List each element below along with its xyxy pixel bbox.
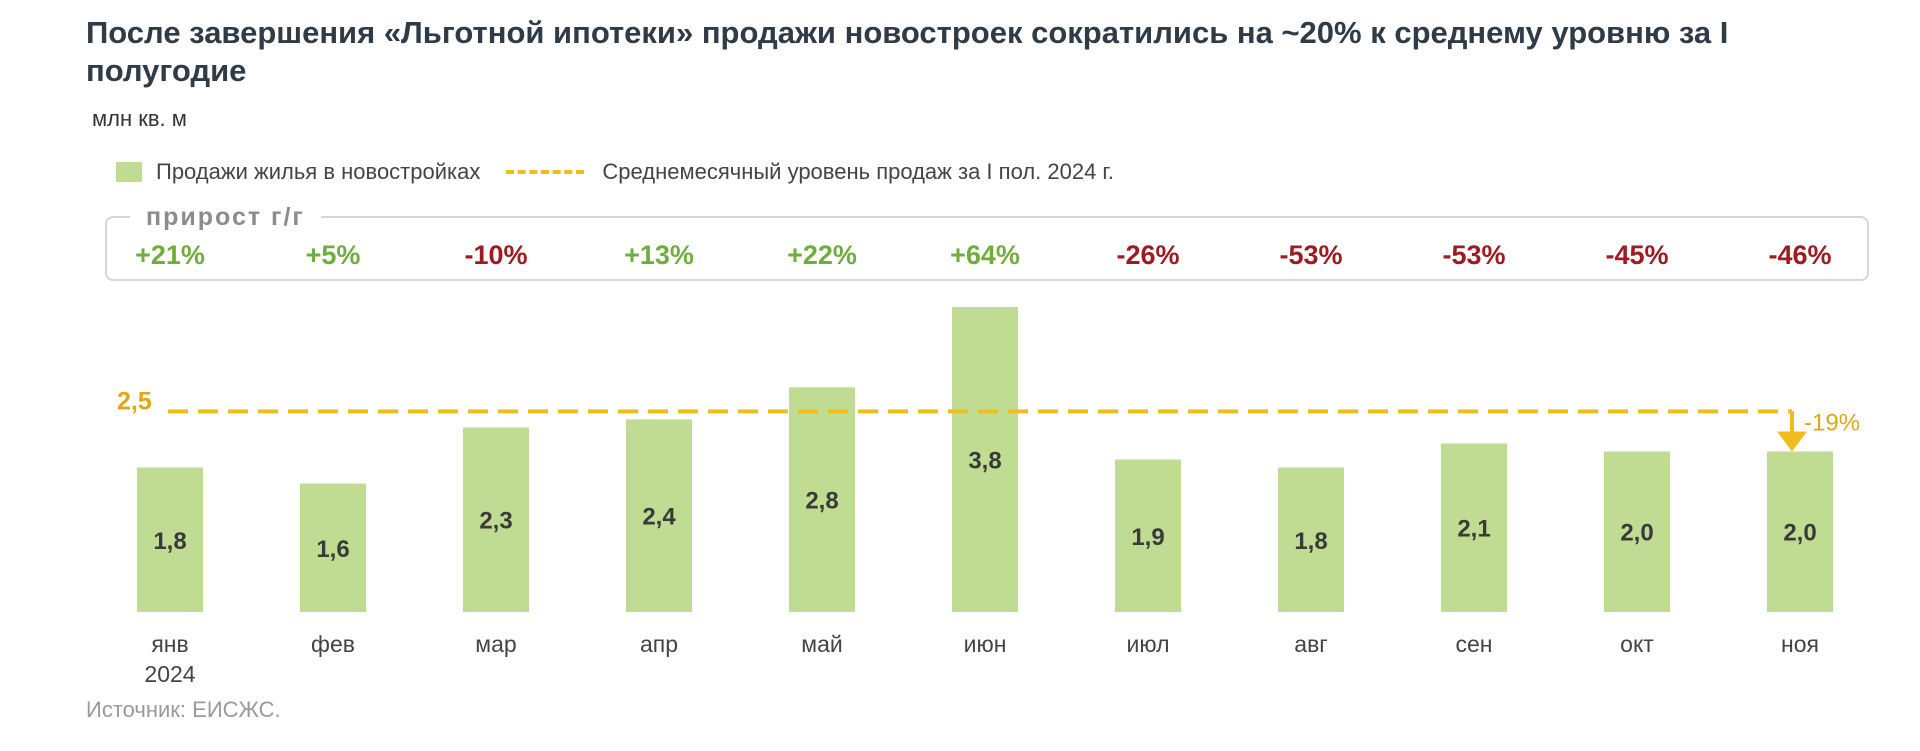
- average-line-label: 2,5: [117, 387, 152, 415]
- bar: [626, 419, 692, 612]
- yoy-growth-value: +13%: [624, 240, 694, 270]
- bar: [952, 307, 1018, 612]
- bar-value-label: 1,8: [153, 528, 186, 555]
- bar-value-label: 2,1: [1457, 516, 1490, 543]
- bar-value-label: 2,4: [642, 504, 676, 531]
- bar-value-label: 1,6: [316, 536, 349, 563]
- x-tick-label: ноя: [1781, 631, 1819, 657]
- bar-value-label: 2,0: [1620, 520, 1653, 547]
- yoy-growth-value: -10%: [464, 240, 527, 270]
- unit-label: млн кв. м: [92, 106, 187, 131]
- drop-arrow-head: [1777, 431, 1807, 452]
- legend-line-label: Среднемесячный уровень продаж за I пол. …: [602, 159, 1114, 184]
- x-tick-label: июн: [964, 631, 1007, 657]
- bar: [137, 467, 203, 612]
- bar-value-label: 1,9: [1131, 524, 1164, 551]
- yoy-growth-value: -45%: [1605, 240, 1668, 270]
- bar: [1767, 451, 1833, 612]
- yoy-growth-value: +22%: [787, 240, 857, 270]
- bar: [300, 483, 366, 612]
- bar: [463, 427, 529, 612]
- bar: [1115, 459, 1181, 612]
- chart-title: После завершения «Льготной ипотеки» прод…: [86, 15, 1729, 88]
- bar-value-label: 1,8: [1294, 528, 1327, 555]
- yoy-growth-value: -53%: [1442, 240, 1505, 270]
- legend-line-swatch: [506, 170, 585, 174]
- bar-value-label: 2,8: [805, 488, 838, 515]
- x-tick-label: фев: [311, 631, 355, 657]
- x-tick-label: мар: [475, 631, 516, 657]
- drop-annotation: -19%: [1804, 409, 1860, 436]
- yoy-growth-value: +21%: [135, 240, 205, 270]
- growth-panel: [105, 216, 1869, 281]
- source-note: Источник: ЕИСЖС.: [86, 697, 281, 722]
- bar-value-label: 2,0: [1783, 520, 1816, 547]
- yoy-growth-value: +5%: [306, 240, 361, 270]
- x-tick-label: сен: [1456, 631, 1493, 657]
- bar: [1441, 443, 1507, 612]
- x-tick-label: окт: [1620, 631, 1654, 657]
- x-tick-sublabel: 2024: [144, 661, 195, 687]
- bar: [1278, 467, 1344, 612]
- yoy-growth-value: -26%: [1116, 240, 1179, 270]
- x-tick-label: янв: [151, 631, 188, 657]
- bar-value-label: 3,8: [968, 448, 1001, 475]
- legend-bar-swatch: [116, 162, 142, 182]
- yoy-growth-value: +64%: [950, 240, 1020, 270]
- yoy-growth-value: -46%: [1768, 240, 1831, 270]
- x-tick-label: авг: [1294, 631, 1327, 657]
- growth-panel-label: прирост г/г: [130, 203, 321, 232]
- x-tick-label: апр: [640, 631, 678, 657]
- legend: Продажи жилья в новостройках Среднемесяч…: [116, 157, 1114, 187]
- yoy-growth-value: -53%: [1279, 240, 1342, 270]
- bar: [789, 387, 855, 612]
- legend-bar-label: Продажи жилья в новостройках: [156, 159, 481, 184]
- bar: [1604, 451, 1670, 612]
- bar-value-label: 2,3: [479, 508, 512, 535]
- x-tick-label: май: [801, 631, 842, 657]
- x-tick-label: июл: [1126, 631, 1169, 657]
